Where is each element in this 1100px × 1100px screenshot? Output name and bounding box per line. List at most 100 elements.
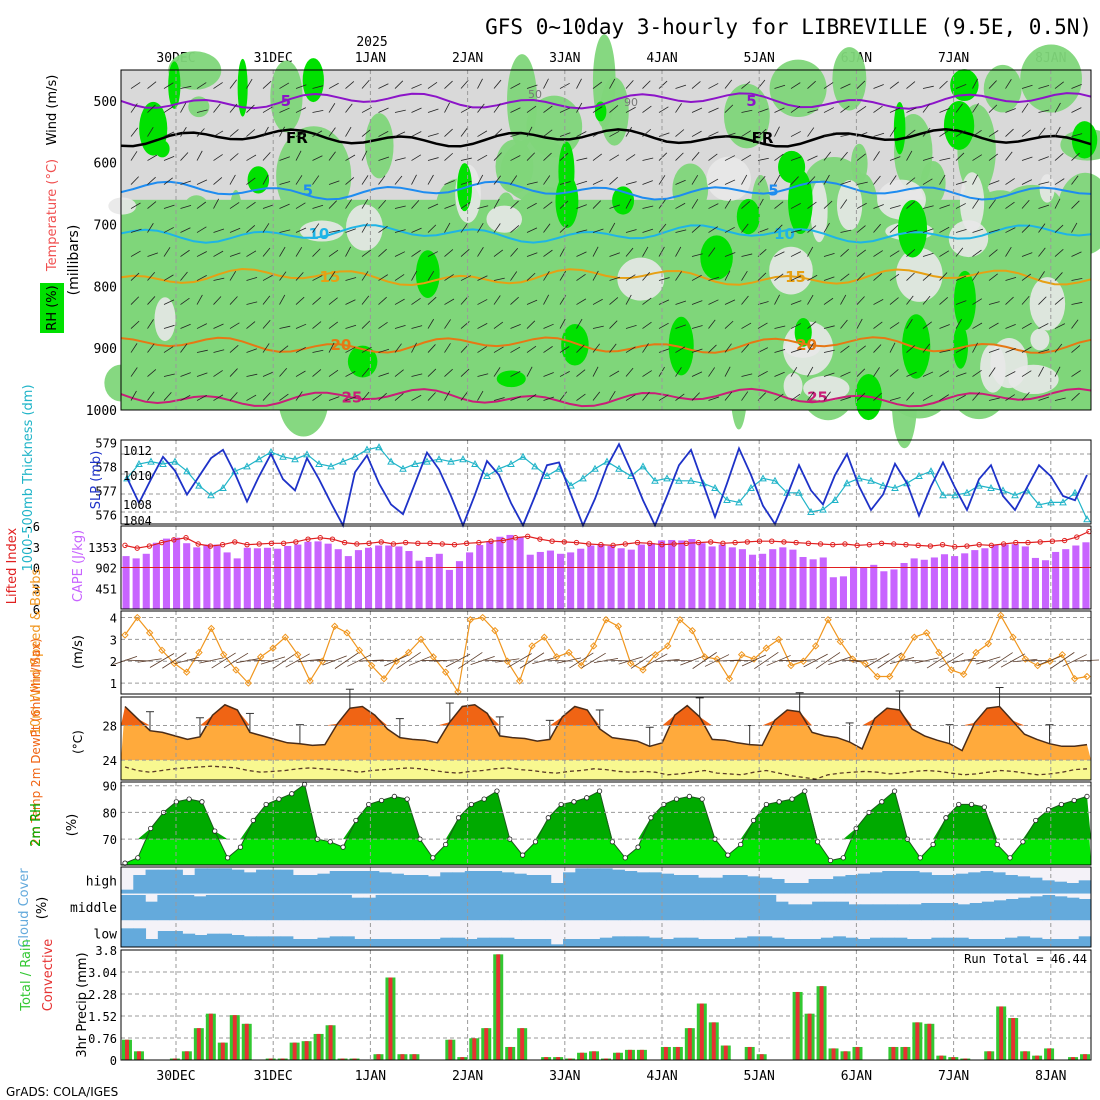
- wind-barb: [394, 229, 406, 233]
- rh-dry-patch: [803, 375, 850, 401]
- precip-convective-bar: [795, 991, 800, 1060]
- cloud-bar: [363, 897, 377, 921]
- pressure-tick-label: 900: [94, 342, 117, 357]
- wind-barb: [724, 270, 731, 281]
- wind-barb: [724, 226, 735, 233]
- cloud-bar: [391, 873, 404, 894]
- wind-barb-10m: [236, 657, 261, 664]
- wind-barb: [427, 270, 435, 281]
- wind-barb: [279, 393, 289, 401]
- wind-barb: [279, 246, 286, 257]
- wind-barb: [526, 84, 538, 89]
- rh-patch: [750, 175, 772, 257]
- wind-barb-10m: [408, 655, 434, 666]
- wind-barb: [922, 127, 931, 137]
- wind-barb: [526, 272, 536, 281]
- wind-barb: [823, 82, 834, 89]
- wind-speed-point: [577, 661, 586, 670]
- cloud-bar: [157, 895, 170, 921]
- precip-convective-bar: [496, 954, 501, 1060]
- wind-barb-10m: [495, 658, 520, 663]
- cloud-bar: [666, 895, 680, 921]
- wind-barb: [246, 129, 256, 137]
- wind-barb: [576, 251, 587, 257]
- cape-bar: [274, 548, 282, 609]
- wind-speed-point: [454, 688, 462, 696]
- precip-convective-bar: [376, 1054, 381, 1060]
- cloud-bar: [533, 895, 546, 921]
- wind-barb: [510, 155, 521, 161]
- wind-barb: [658, 223, 667, 233]
- wind-barb: [543, 105, 553, 113]
- cloud-bar: [575, 868, 589, 894]
- wind-barb: [196, 201, 207, 209]
- wind-barb: [493, 295, 501, 305]
- rh2m-high-fill: [121, 784, 1091, 840]
- cloud-bar: [727, 895, 740, 921]
- rh-contour-label: 90: [624, 96, 638, 109]
- wind-barb: [477, 323, 488, 329]
- lifted-index-point: [146, 543, 153, 549]
- lifted-index-point: [939, 541, 946, 548]
- cloud-bar: [563, 872, 576, 894]
- cloud-bar: [833, 936, 846, 947]
- wind-barb: [856, 105, 867, 113]
- wind-barb-10m: [865, 653, 890, 668]
- thickness-point: [615, 464, 623, 472]
- wind-barb: [543, 271, 550, 281]
- lifted-index-point: [329, 536, 336, 542]
- wind-barb: [361, 249, 372, 257]
- cloud-bar: [784, 883, 797, 894]
- wind-barb: [972, 78, 979, 89]
- wind-barb: [147, 223, 154, 233]
- cape-bar: [1021, 546, 1029, 609]
- wind-speed-point: [540, 633, 549, 641]
- wind-barb: [411, 373, 423, 377]
- wind-barb: [906, 272, 915, 281]
- wind-barb: [988, 80, 997, 89]
- cape-bar: [173, 537, 181, 609]
- wind-barb: [411, 83, 422, 89]
- rh-patch: [989, 270, 1044, 338]
- wind-barb-10m: [199, 657, 224, 664]
- cloud-bar: [452, 872, 466, 894]
- pressure-tick-label: 800: [94, 280, 117, 295]
- cloud-bar: [1054, 881, 1067, 894]
- wind-speed-point: [565, 648, 573, 657]
- wind-barb: [526, 366, 533, 377]
- rh-patch: [365, 113, 394, 179]
- wind-barb: [312, 275, 323, 281]
- thickness-tick-label: 577: [95, 484, 117, 498]
- wind-barb: [180, 249, 190, 257]
- wind-barb: [592, 153, 603, 161]
- wind-barb: [840, 273, 850, 281]
- rh2m-point: [545, 815, 551, 821]
- lifted-index-point: [964, 543, 970, 549]
- isotherm-label: 10: [308, 225, 329, 243]
- wind-barb: [873, 392, 882, 401]
- lifted-index-point: [927, 543, 934, 549]
- wind-barb: [807, 274, 818, 281]
- wind-barb: [526, 105, 537, 113]
- wind-barb-10m: [766, 655, 791, 666]
- cloud-bar: [980, 939, 994, 947]
- wind-barb: [345, 228, 356, 233]
- wind-barb: [1021, 346, 1032, 353]
- wind-barb: [444, 152, 454, 161]
- wind-barb: [807, 343, 814, 353]
- thickness-point: [591, 464, 599, 472]
- wind-barb: [229, 322, 240, 329]
- cloud-bar: [648, 872, 662, 894]
- wind10m-unit-label: (m/s): [71, 635, 86, 669]
- wind-barb-10m: [285, 653, 310, 668]
- cape-bar: [769, 549, 777, 609]
- cloud-bar: [1078, 899, 1092, 921]
- temp2m-unit-label: (°C): [71, 730, 85, 754]
- wind-barb-10m: [186, 659, 212, 662]
- wind-barb: [988, 153, 999, 161]
- wind-barb: [757, 228, 769, 233]
- cloud-bar: [820, 937, 834, 947]
- lifted-index-point: [830, 541, 836, 548]
- wind-barb: [988, 322, 999, 329]
- cloud-bar: [882, 937, 896, 947]
